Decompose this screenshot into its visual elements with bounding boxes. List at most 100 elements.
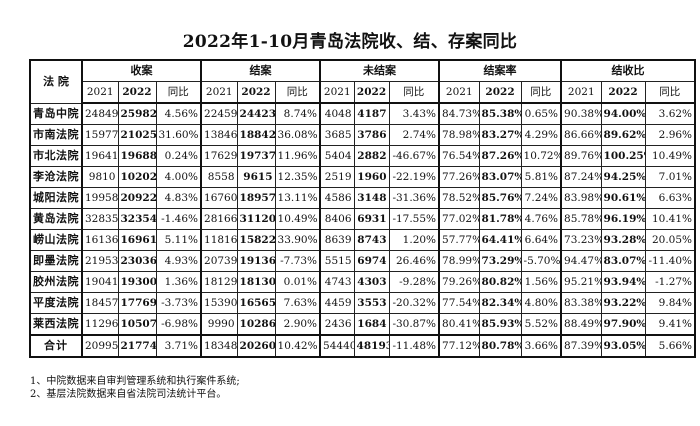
data-cell: 9.84% <box>644 292 697 314</box>
court-name-cell: 李沧法院 <box>29 166 83 188</box>
group-header-closing-rate: 结案率 <box>438 59 563 82</box>
data-cell: 83.07% <box>478 166 522 188</box>
data-cell: 6.63% <box>644 187 697 209</box>
data-cell: 20922 <box>117 187 157 209</box>
data-cell: -22.19% <box>388 166 441 188</box>
sub-header-year-2022: 2022 <box>236 81 276 104</box>
data-cell: 9990 <box>200 313 238 336</box>
data-cell: -30.87% <box>388 313 441 336</box>
data-cell: 31.60% <box>155 124 203 146</box>
data-cell: 5.66% <box>644 334 697 358</box>
data-cell: 2.96% <box>644 124 697 146</box>
data-cell: 13846 <box>200 124 238 146</box>
group-header-close-receive-ratio: 结收比 <box>560 59 697 82</box>
data-cell: 10.41% <box>644 208 697 230</box>
data-cell: 94.47% <box>560 250 602 272</box>
data-cell: 83.38% <box>560 292 602 314</box>
data-cell: 5.81% <box>520 166 563 188</box>
data-cell: 19300 <box>117 271 157 293</box>
data-cell: 21025 <box>117 124 157 146</box>
data-cell: 8558 <box>200 166 238 188</box>
data-cell: 94.00% <box>600 102 646 125</box>
data-cell: 11296 <box>81 313 119 336</box>
data-cell: 23036 <box>117 250 157 272</box>
data-cell: 5.11% <box>155 229 203 251</box>
table-row: 李沧法院 9810 10202 4.00% 8558 9615 12.35% 2519 1960… <box>29 166 697 188</box>
group-header-pending: 未结案 <box>319 59 441 82</box>
table-row: 城阳法院 19958 20922 4.83% 16760 18957 13.11% 4586 3… <box>29 187 697 209</box>
data-cell: 18957 <box>236 187 276 209</box>
data-cell: 4.00% <box>155 166 203 188</box>
sub-header-yoy: 同比 <box>274 81 322 104</box>
data-cell: 18129 <box>200 271 238 293</box>
data-cell: 4.80% <box>520 292 563 314</box>
table-row: 黄岛法院 32835 32354 -1.46% 28166 31120 10.49% 8406… <box>29 208 697 230</box>
table-row: 即墨法院 21953 23036 4.93% 20739 19136 -7.73% 5515 6… <box>29 250 697 272</box>
data-cell: 78.99% <box>438 250 480 272</box>
data-cell: 88.49% <box>560 313 602 336</box>
data-cell: 2.74% <box>388 124 441 146</box>
data-cell: 83.98% <box>560 187 602 209</box>
court-name-cell: 莱西法院 <box>29 313 83 336</box>
footnote-2: 2、基层法院数据来自省法院司法统计平台。 <box>30 389 227 400</box>
data-cell: -17.55% <box>388 208 441 230</box>
data-cell: 4187 <box>353 102 390 125</box>
data-cell: 18130 <box>236 271 276 293</box>
data-cell: 93.94% <box>600 271 646 293</box>
data-cell: 78.52% <box>438 187 480 209</box>
data-cell: 4.93% <box>155 250 203 272</box>
table-row: 胶州法院 19041 19300 1.36% 18129 18130 0.01% 4743 43… <box>29 271 697 293</box>
court-name-cell: 合计 <box>29 334 83 358</box>
data-cell: 32835 <box>81 208 119 230</box>
data-cell: 0.01% <box>274 271 322 293</box>
data-cell: 8406 <box>319 208 355 230</box>
data-cell: 12.35% <box>274 166 322 188</box>
data-cell: 9615 <box>236 166 276 188</box>
table-row: 市北法院 19641 19688 0.24% 17629 19737 11.96% 5404 2… <box>29 145 697 167</box>
data-cell: 3.71% <box>155 334 203 358</box>
data-cell: 4303 <box>353 271 390 293</box>
data-cell: 85.93% <box>478 313 522 336</box>
data-cell: 9810 <box>81 166 119 188</box>
data-cell: 87.26% <box>478 145 522 167</box>
data-cell: 6974 <box>353 250 390 272</box>
data-cell: 15390 <box>200 292 238 314</box>
data-cell: 33.90% <box>274 229 322 251</box>
table-row: 莱西法院 11296 10507 -6.98% 9990 10286 2.90% 2436 16… <box>29 313 697 336</box>
data-cell: 97.90% <box>600 313 646 336</box>
data-cell: 2436 <box>319 313 355 336</box>
data-cell: 3786 <box>353 124 390 146</box>
data-cell: 80.78% <box>478 334 522 358</box>
data-cell: 19688 <box>117 145 157 167</box>
data-cell: 1684 <box>353 313 390 336</box>
data-cell: 2519 <box>319 166 355 188</box>
data-cell: 20.05% <box>644 229 697 251</box>
data-cell: 3685 <box>319 124 355 146</box>
data-cell: 4.83% <box>155 187 203 209</box>
data-cell: 80.82% <box>478 271 522 293</box>
data-cell: 24849 <box>81 102 119 125</box>
data-cell: 3553 <box>353 292 390 314</box>
table-row: 青岛中院 24849 25982 4.56% 22459 24423 8.74% 4048 41… <box>29 102 697 125</box>
data-cell: 96.19% <box>600 208 646 230</box>
sub-header-yoy: 同比 <box>155 81 203 104</box>
data-cell: 76.54% <box>438 145 480 167</box>
data-cell: 3.66% <box>520 334 563 358</box>
data-cell: 81.78% <box>478 208 522 230</box>
data-cell: -11.48% <box>388 334 441 358</box>
data-cell: -20.32% <box>388 292 441 314</box>
data-cell: 17629 <box>200 145 238 167</box>
data-cell: -3.73% <box>155 292 203 314</box>
sub-header-year-2021: 2021 <box>438 81 480 104</box>
data-cell: 24423 <box>236 102 276 125</box>
data-cell: 89.62% <box>600 124 646 146</box>
data-cell: 6931 <box>353 208 390 230</box>
data-cell: 3.43% <box>388 102 441 125</box>
data-cell: 77.02% <box>438 208 480 230</box>
table-row: 崂山法院 16136 16961 5.11% 11816 15822 33.90% 8639 8… <box>29 229 697 251</box>
data-cell: 32354 <box>117 208 157 230</box>
data-cell: 5515 <box>319 250 355 272</box>
data-cell: 19737 <box>236 145 276 167</box>
data-cell: 80.41% <box>438 313 480 336</box>
data-cell: 93.28% <box>600 229 646 251</box>
